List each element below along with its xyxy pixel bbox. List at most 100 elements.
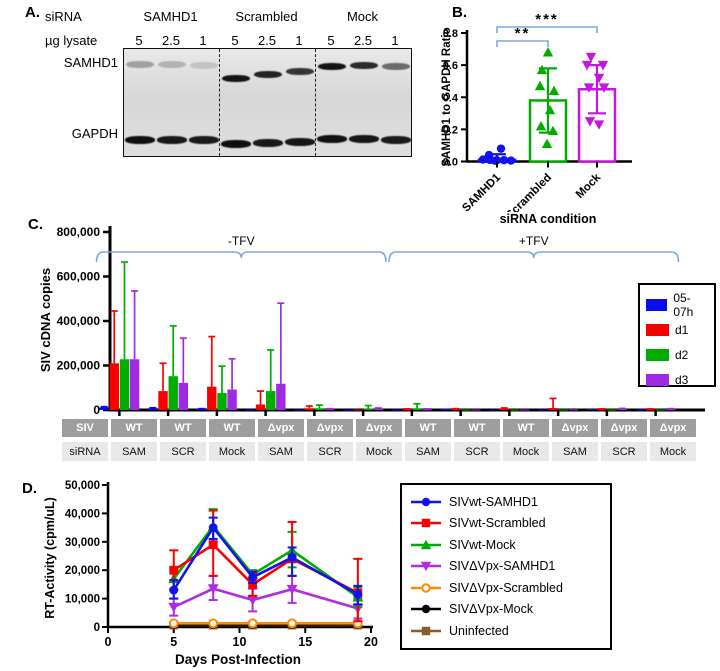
bar — [499, 408, 509, 410]
bar — [304, 408, 314, 410]
data-point — [598, 83, 610, 93]
table-cell: WT — [111, 419, 157, 437]
gapdh-band — [221, 140, 251, 148]
table-cell: Δvpx — [650, 419, 696, 437]
tick-label: 40,000 — [65, 508, 100, 520]
legend-entry: SIVwt-Scrambled — [410, 513, 602, 535]
tick-label: 50,000 — [65, 480, 100, 492]
gapdh-band — [157, 136, 187, 144]
samhd1-band — [382, 63, 410, 70]
data-point — [421, 583, 431, 593]
legend-swatch — [411, 562, 441, 572]
legend-entry: d1 — [646, 317, 708, 342]
tick-label: 0.8 — [443, 28, 458, 40]
bar — [412, 408, 422, 410]
tick-label: 800,000 — [57, 225, 101, 239]
legend-entry: SIVΔVpx-SAMHD1 — [410, 556, 602, 578]
legend-swatch — [411, 497, 441, 506]
bar — [314, 408, 325, 410]
bar — [538, 409, 548, 411]
bar — [450, 409, 461, 411]
data-point — [421, 626, 431, 635]
bar — [656, 409, 666, 411]
bar — [471, 409, 481, 411]
lane-amount: 2.5 — [161, 33, 181, 48]
data-point — [544, 104, 556, 115]
bar — [373, 408, 384, 410]
legend-label: SIVΔVpx-Scrambled — [449, 580, 563, 595]
gapdh-band — [125, 136, 155, 144]
blot-group-samhd1: SAMHD1 — [143, 9, 198, 24]
data-point — [208, 523, 218, 532]
bar — [168, 376, 178, 410]
bar — [519, 409, 530, 411]
legend-entry: SIVwt-Mock — [410, 534, 602, 556]
data-point — [496, 144, 506, 153]
bar — [440, 408, 451, 410]
tick-label: 0.2 — [443, 124, 458, 136]
blot-divider — [219, 49, 220, 156]
tick-label: 0 — [94, 622, 100, 634]
panel-d-legend: SIVwt-SAMHD1 SIVwt-Scrambled SIVwt-Mock SIV… — [400, 483, 612, 650]
table-cell: Δvpx — [258, 419, 304, 437]
lane-amount: 1 — [199, 33, 207, 48]
data-point — [248, 572, 258, 582]
data-point — [169, 585, 179, 595]
bar — [363, 408, 373, 410]
samhd1-band — [286, 68, 314, 75]
table-cell: SCR — [601, 442, 647, 461]
panel-a: A. siRNA SAMHD1 Scrambled Mock µg lysate… — [20, 0, 450, 185]
legend-swatch — [411, 626, 441, 635]
tick-label: 10,000 — [65, 594, 100, 606]
bar — [207, 386, 217, 410]
panel-c-y-axis-label: SIV cDNA copies — [38, 268, 53, 372]
panel-d-chart: RT-Activity (cpm/uL) Days Post-Infection… — [43, 480, 378, 667]
bar — [196, 409, 207, 411]
legend-label: d3 — [675, 372, 689, 387]
blot-group-mock: Mock — [346, 9, 379, 24]
data-point — [207, 584, 219, 595]
tick-label: 200,000 — [57, 359, 101, 373]
legend-label: d1 — [675, 322, 689, 337]
panel-b: B. SAMHD1 to GAPDH Ratio 0.0 0.2 0.4 0.6 0.8… — [440, 0, 720, 232]
bar — [255, 404, 266, 410]
data-point — [534, 80, 546, 91]
data-point — [499, 156, 509, 165]
data-point — [585, 52, 597, 63]
panel-c-legend: 05-07h d1 d2 d3 — [638, 283, 716, 387]
tick-label: 20 — [364, 635, 378, 649]
series-line — [173, 542, 359, 595]
legend-entry: 05-07h — [646, 291, 708, 319]
table-cell: SCR — [307, 442, 353, 461]
legend-swatch — [411, 519, 441, 528]
legend-label: SIVwt-Scrambled — [449, 516, 546, 531]
panel-a-label: A. — [25, 4, 40, 21]
data-point — [421, 497, 431, 506]
gapdh-band — [285, 138, 315, 146]
table-cell: Δvpx — [307, 419, 353, 437]
data-point — [478, 155, 488, 164]
panel-c-chart: SIV cDNA copies 0 200,000 400,000 600,000 80… — [38, 225, 705, 417]
panel-c: C. SIV cDNA copies 0 200,000 400,000 600,00… — [0, 212, 720, 475]
legend-swatch — [411, 583, 441, 593]
data-point — [421, 605, 431, 614]
bar — [607, 409, 617, 411]
panel-d-y-axis-label: RT-Activity (cpm/uL) — [43, 497, 57, 619]
table-cell: Mock — [209, 442, 255, 461]
series-line — [173, 587, 359, 610]
data-point — [548, 85, 560, 96]
blot-group-scrambled: Scrambled — [235, 9, 298, 24]
data-point — [536, 64, 548, 75]
bar — [119, 359, 130, 410]
data-point — [547, 125, 559, 136]
data-point — [287, 553, 297, 562]
legend-label: d2 — [675, 347, 689, 362]
tick-label: 15 — [298, 635, 312, 649]
legend-swatch — [646, 348, 669, 361]
bar — [645, 409, 656, 411]
legend-label: SIVwt-SAMHD1 — [449, 494, 538, 509]
data-point — [247, 618, 258, 629]
table-cell: SAM — [258, 442, 304, 461]
table-cell: Δvpx — [356, 419, 402, 437]
